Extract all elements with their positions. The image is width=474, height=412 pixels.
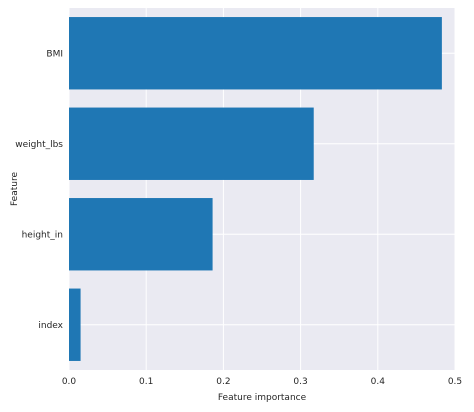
x-tick-label: 0.3 [293,377,307,387]
bar-index [69,288,81,361]
x-tick-label: 0.5 [448,377,462,387]
y-tick-label: height_in [22,230,63,240]
y-axis-title: Feature [10,172,20,206]
bar-height-in [69,198,213,271]
x-tick-label: 0.2 [216,377,230,387]
x-tick-label: 0.4 [371,377,386,387]
bar-bmi [69,17,442,90]
y-tick-label: weight_lbs [15,140,63,150]
y-tick-label: index [38,321,63,331]
x-tick-label: 0.1 [139,377,153,387]
x-axis-title: Feature importance [218,393,307,403]
x-tick-label: 0.0 [62,377,77,387]
bars [69,17,442,361]
x-tick-labels: 0.0 0.1 0.2 0.3 0.4 0.5 [62,377,462,387]
bar-weight-lbs [69,107,314,180]
y-tick-label: BMI [46,49,63,59]
